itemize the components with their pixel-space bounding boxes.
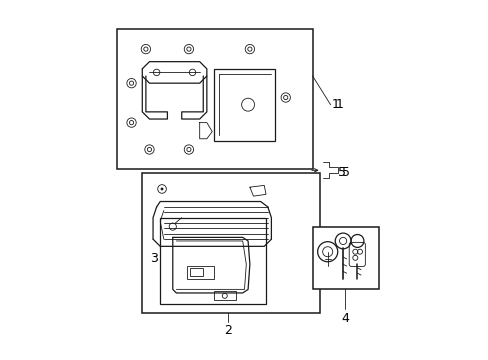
Text: 4: 4 [340,311,348,325]
Bar [160,218,265,304]
Bar [214,69,274,140]
Text: 1: 1 [335,98,343,111]
Text: 1: 1 [331,98,339,111]
Text: 3: 3 [149,252,158,265]
Bar [142,173,319,313]
Bar [117,30,312,169]
Circle shape [160,188,163,190]
Bar [312,226,378,289]
Bar [187,266,214,279]
Text: 2: 2 [224,324,232,337]
Text: 5: 5 [338,166,346,179]
Bar [214,291,235,300]
Bar [190,268,202,276]
Text: 5: 5 [342,166,350,179]
